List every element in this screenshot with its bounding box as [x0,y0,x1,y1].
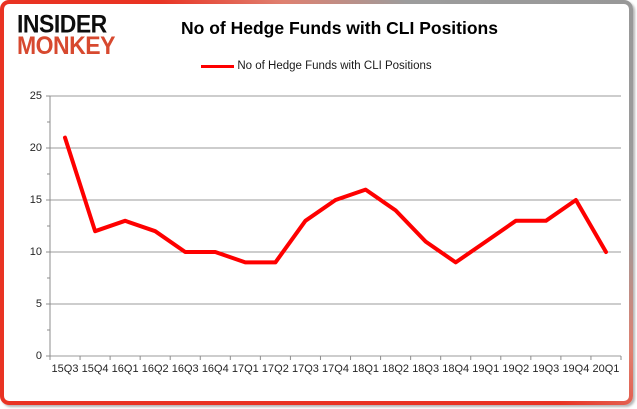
x-axis-label-15Q4: 15Q4 [81,363,109,375]
logo-line-monkey: MONKEY [17,31,115,60]
x-axis-label-16Q2: 16Q2 [141,363,169,375]
x-axis-label-18Q1: 18Q1 [352,363,379,375]
line-chart-plot [46,95,622,360]
legend-line-swatch [201,64,235,68]
y-axis-label-15: 15 [29,193,42,206]
x-axis-label-17Q1: 17Q1 [231,363,259,375]
y-axis-label-5: 5 [35,297,42,310]
x-axis-label-16Q1: 16Q1 [111,363,139,375]
x-axis-label-20Q1: 20Q1 [592,363,620,375]
x-axis-label-15Q3: 15Q3 [51,363,79,375]
y-axis-label-0: 0 [35,349,42,362]
x-axis-label-17Q4: 17Q4 [322,363,349,375]
x-axis-label-19Q4: 19Q4 [562,363,590,375]
y-axis-label-10: 10 [29,245,42,258]
x-axis-label-17Q3: 17Q3 [291,363,319,375]
insider-monkey-logo: INSIDER MONKEY [17,9,115,60]
x-axis-label-18Q4: 18Q4 [442,363,470,375]
y-axis-label-25: 25 [29,89,42,102]
x-axis-label-19Q1: 19Q1 [472,363,500,375]
logo-line-insider: INSIDER [17,9,107,38]
chart-legend: No of Hedge Funds with CLI Positions [4,60,629,72]
x-axis-label-17Q2: 17Q2 [261,363,289,375]
x-axis-label-19Q3: 19Q3 [532,363,560,375]
data-line-series [63,135,608,265]
y-axis-label-20: 20 [29,141,42,154]
x-axis-label-19Q2: 19Q2 [502,363,530,375]
x-axis-label-18Q2: 18Q2 [382,363,410,375]
x-axis-label-18Q3: 18Q3 [412,363,440,375]
x-axis-label-16Q3: 16Q3 [171,363,199,375]
chart-title: No of Hedge Funds with CLI Positions [181,18,498,38]
legend-label: No of Hedge Funds with CLI Positions [237,60,432,72]
x-axis-label-16Q4: 16Q4 [201,363,229,375]
